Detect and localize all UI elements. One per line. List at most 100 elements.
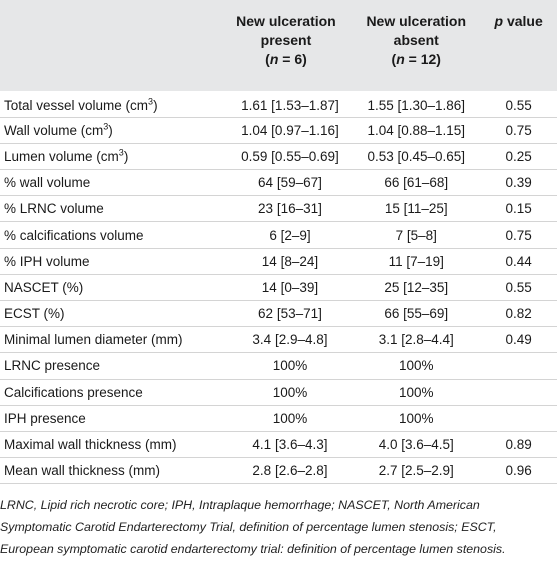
- table-row: Minimal lumen diameter (mm) 3.4 [2.9–4.8]…: [0, 327, 557, 353]
- row-label-text: % calcifications volume: [4, 227, 144, 243]
- row-label: Minimal lumen diameter (mm): [0, 327, 220, 353]
- row-label: Total vessel volume (cm3): [0, 91, 220, 117]
- value-present: 1.04 [0.97–1.16]: [241, 122, 339, 138]
- value-present: 3.4 [2.9–4.8]: [252, 332, 328, 348]
- value-p: [480, 353, 557, 379]
- value-absent: 66 [61–68]: [384, 175, 449, 191]
- value-p: 0.96: [505, 463, 532, 479]
- value-p: 0.44: [505, 253, 532, 269]
- row-label: % LRNC volume: [0, 196, 220, 222]
- header-row: New ulceration present (n = 6) New ulcer…: [0, 0, 557, 91]
- row-label-text: Total vessel volume (cm: [4, 97, 149, 113]
- row-label-text: Minimal lumen diameter (mm): [4, 332, 183, 348]
- table-row: Calcifications presence 100% 100%: [0, 379, 557, 406]
- value-absent: 1.55 [1.30–1.86]: [367, 97, 466, 113]
- table-row: % calcifications volume 6 [2–9] 7 [5–8] 0.7…: [0, 222, 557, 249]
- table-row: % IPH volume 14 [8–24] 11 [7–19] 0.44: [0, 248, 557, 275]
- row-label: NASCET (%): [0, 274, 220, 300]
- header-present-line1: New ulceration: [236, 13, 336, 29]
- row-label: LRNC presence: [0, 353, 220, 379]
- value-absent: 15 [11–25]: [384, 201, 448, 217]
- header-present-line3: (n = 6): [265, 51, 307, 67]
- value-p: 0.89: [505, 437, 532, 453]
- row-label-text: Mean wall thickness (mm): [4, 463, 161, 479]
- table-footnote: LRNC, Lipid rich necrotic core; IPH, Int…: [0, 498, 506, 556]
- table-row: LRNC presence 100% 100%: [0, 353, 557, 380]
- table-row: Lumen volume (cm3) 0.59 [0.55–0.69] 0.53 […: [0, 143, 557, 170]
- row-label-text: % wall volume: [4, 175, 91, 191]
- value-absent: 4.0 [3.6–4.5]: [378, 437, 454, 453]
- row-label: Wall volume (cm3): [0, 117, 220, 143]
- table-header: New ulceration present (n = 6) New ulcer…: [0, 0, 557, 91]
- value-absent: 3.1 [2.8–4.4]: [378, 332, 454, 348]
- value-present: 0.59 [0.55–0.69]: [241, 148, 339, 164]
- value-p: [480, 379, 557, 405]
- row-label: Calcifications presence: [0, 379, 220, 405]
- value-absent: 100%: [398, 358, 434, 374]
- header-absent-line3: (n = 12): [391, 51, 441, 67]
- row-label-superscript: 3: [148, 96, 154, 107]
- value-absent: 7 [5–8]: [395, 227, 437, 243]
- row-label-text: NASCET (%): [4, 279, 84, 295]
- row-label-end: ): [153, 97, 158, 113]
- row-label-text: Maximal wall thickness (mm): [4, 437, 177, 453]
- row-label-text: % IPH volume: [4, 253, 90, 269]
- table-body: Total vessel volume (cm3) 1.61 [1.53–1.87…: [0, 91, 557, 484]
- row-label-text: Lumen volume (cm: [4, 148, 119, 164]
- row-label: IPH presence: [0, 405, 220, 431]
- table-row: % LRNC volume 23 [16–31] 15 [11–25] 0.15: [0, 196, 557, 222]
- row-label-end: ): [123, 148, 129, 164]
- value-absent: 66 [55–69]: [384, 306, 449, 322]
- row-label-text: Calcifications presence: [4, 384, 143, 400]
- value-absent: 2.7 [2.5–2.9]: [378, 463, 454, 479]
- value-p: 0.75: [505, 122, 532, 138]
- row-label-text: Wall volume (cm: [4, 122, 104, 138]
- row-label: Mean wall thickness (mm): [0, 458, 220, 484]
- value-absent: 100%: [398, 410, 434, 426]
- table-row: Mean wall thickness (mm) 2.8 [2.6–2.8] 2.7…: [0, 458, 557, 484]
- value-present: 100%: [272, 384, 308, 400]
- results-table: New ulceration present (n = 6) New ulcer…: [0, 0, 557, 484]
- header-present: New ulceration present (n = 6): [220, 0, 352, 91]
- value-absent: 1.04 [0.88–1.15]: [367, 122, 466, 138]
- row-label-text: ECST (%): [4, 306, 65, 322]
- row-label: % IPH volume: [0, 248, 220, 274]
- value-p: 0.82: [505, 306, 532, 322]
- value-present: 14 [0–39]: [261, 279, 319, 295]
- value-present: 1.61 [1.53–1.87]: [241, 97, 339, 113]
- value-present: 14 [8–24]: [261, 253, 319, 269]
- value-p: 0.15: [505, 201, 532, 217]
- table-row: ECST (%) 62 [53–71] 66 [55–69] 0.82: [0, 301, 557, 327]
- header-absent: New ulceration absent (n = 12): [352, 0, 480, 91]
- table-row: Total vessel volume (cm3) 1.61 [1.53–1.87…: [0, 91, 557, 118]
- row-label-text: LRNC presence: [4, 358, 101, 374]
- value-p: 0.25: [505, 148, 532, 164]
- value-present: 2.8 [2.6–2.8]: [252, 463, 328, 479]
- row-label: Lumen volume (cm3): [0, 143, 220, 169]
- row-label: Maximal wall thickness (mm): [0, 431, 220, 457]
- value-present: 64 [59–67]: [258, 175, 322, 191]
- value-p: 0.55: [505, 279, 532, 295]
- value-present: 4.1 [3.6–4.3]: [252, 437, 328, 453]
- value-p: 0.39: [505, 175, 532, 191]
- value-present: 6 [2–9]: [269, 227, 311, 243]
- row-label-text: % LRNC volume: [4, 201, 104, 217]
- value-absent: 0.53 [0.45–0.65]: [367, 148, 466, 164]
- value-present: 100%: [272, 358, 308, 374]
- row-label-text: IPH presence: [4, 410, 86, 426]
- table-row: NASCET (%) 14 [0–39] 25 [12–35] 0.55: [0, 274, 557, 301]
- header-pvalue: p value: [494, 13, 543, 29]
- row-label-end: ): [108, 122, 113, 138]
- value-absent: 11 [7–19]: [388, 253, 444, 269]
- value-present: 23 [16–31]: [258, 201, 322, 217]
- table-row: IPH presence 100% 100%: [0, 405, 557, 432]
- value-p: 0.55: [505, 97, 532, 113]
- table-row: % wall volume 64 [59–67] 66 [61–68] 0.39: [0, 170, 557, 196]
- row-label: ECST (%): [0, 301, 220, 327]
- row-label: % wall volume: [0, 170, 220, 196]
- row-label: % calcifications volume: [0, 222, 220, 248]
- value-p: 0.49: [505, 332, 532, 348]
- header-blank: [0, 0, 220, 91]
- value-absent: 100%: [398, 384, 434, 400]
